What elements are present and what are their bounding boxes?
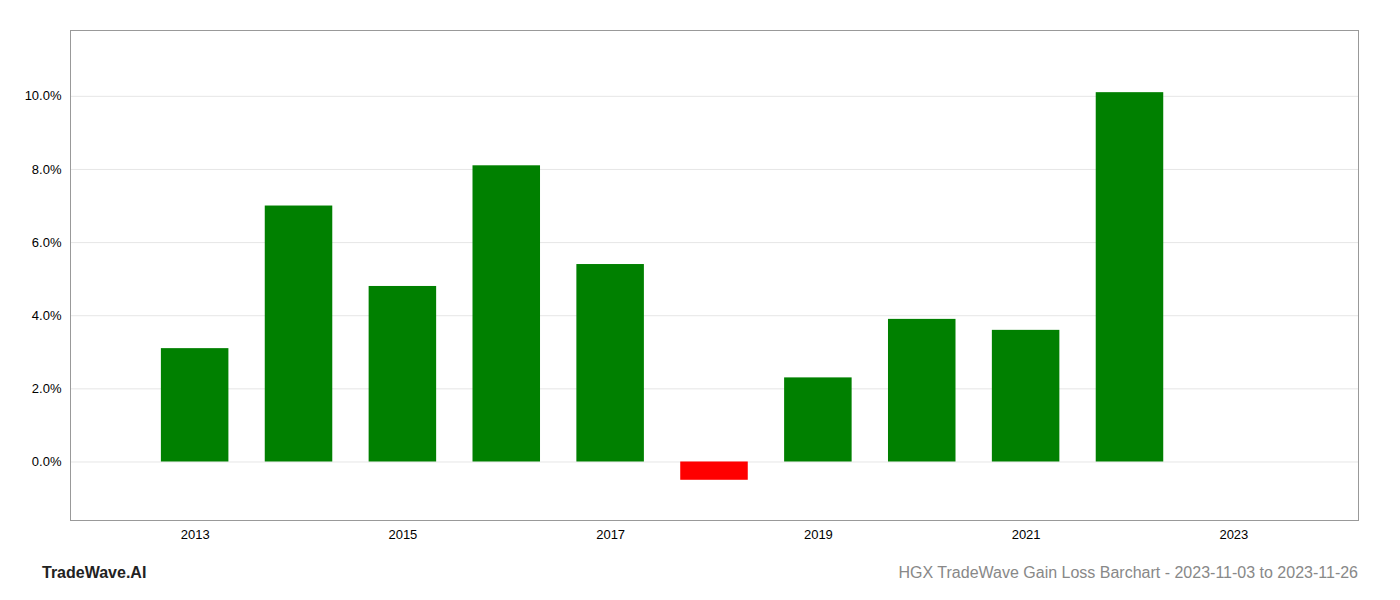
- svg-text:2023: 2023: [1219, 527, 1248, 542]
- svg-text:2.0%: 2.0%: [32, 381, 62, 396]
- svg-text:4.0%: 4.0%: [32, 308, 62, 323]
- svg-text:8.0%: 8.0%: [32, 162, 62, 177]
- svg-text:6.0%: 6.0%: [32, 235, 62, 250]
- html-text:TradeWave.AI: TradeWave.AI: [42, 564, 147, 581]
- svg-text:2013: 2013: [181, 527, 210, 542]
- svg-text:2021: 2021: [1012, 527, 1041, 542]
- svg-text:2015: 2015: [388, 527, 417, 542]
- svg-text:10.0%: 10.0%: [25, 88, 62, 103]
- svg-text:2017: 2017: [596, 527, 625, 542]
- html-text:HGX TradeWave Gain Loss Barcha: HGX TradeWave Gain Loss Barchart - 2023-…: [898, 564, 1358, 581]
- svg-text:2019: 2019: [804, 527, 833, 542]
- svg-text:0.0%: 0.0%: [32, 454, 62, 469]
